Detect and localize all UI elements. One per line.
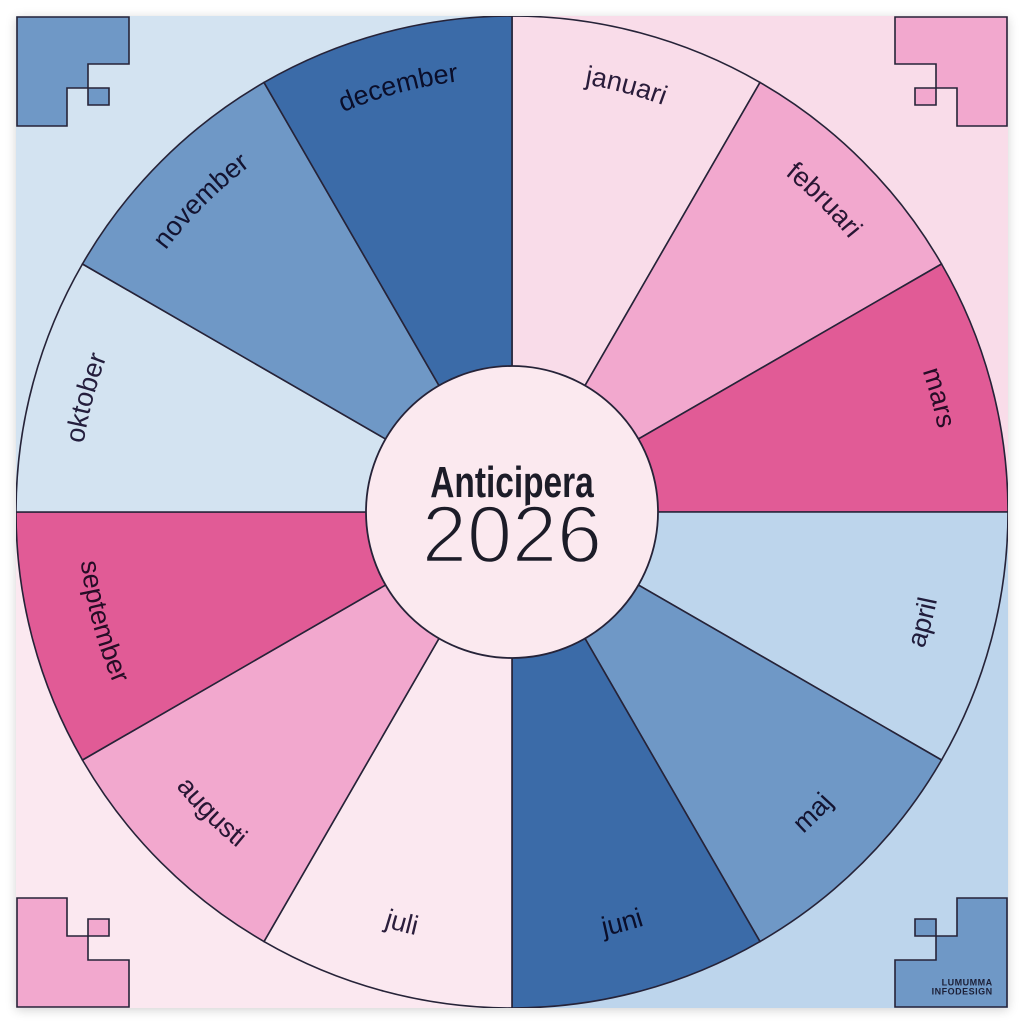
svg-text:2026: 2026: [422, 490, 602, 580]
svg-text:INFODESIGN: INFODESIGN: [932, 986, 993, 996]
